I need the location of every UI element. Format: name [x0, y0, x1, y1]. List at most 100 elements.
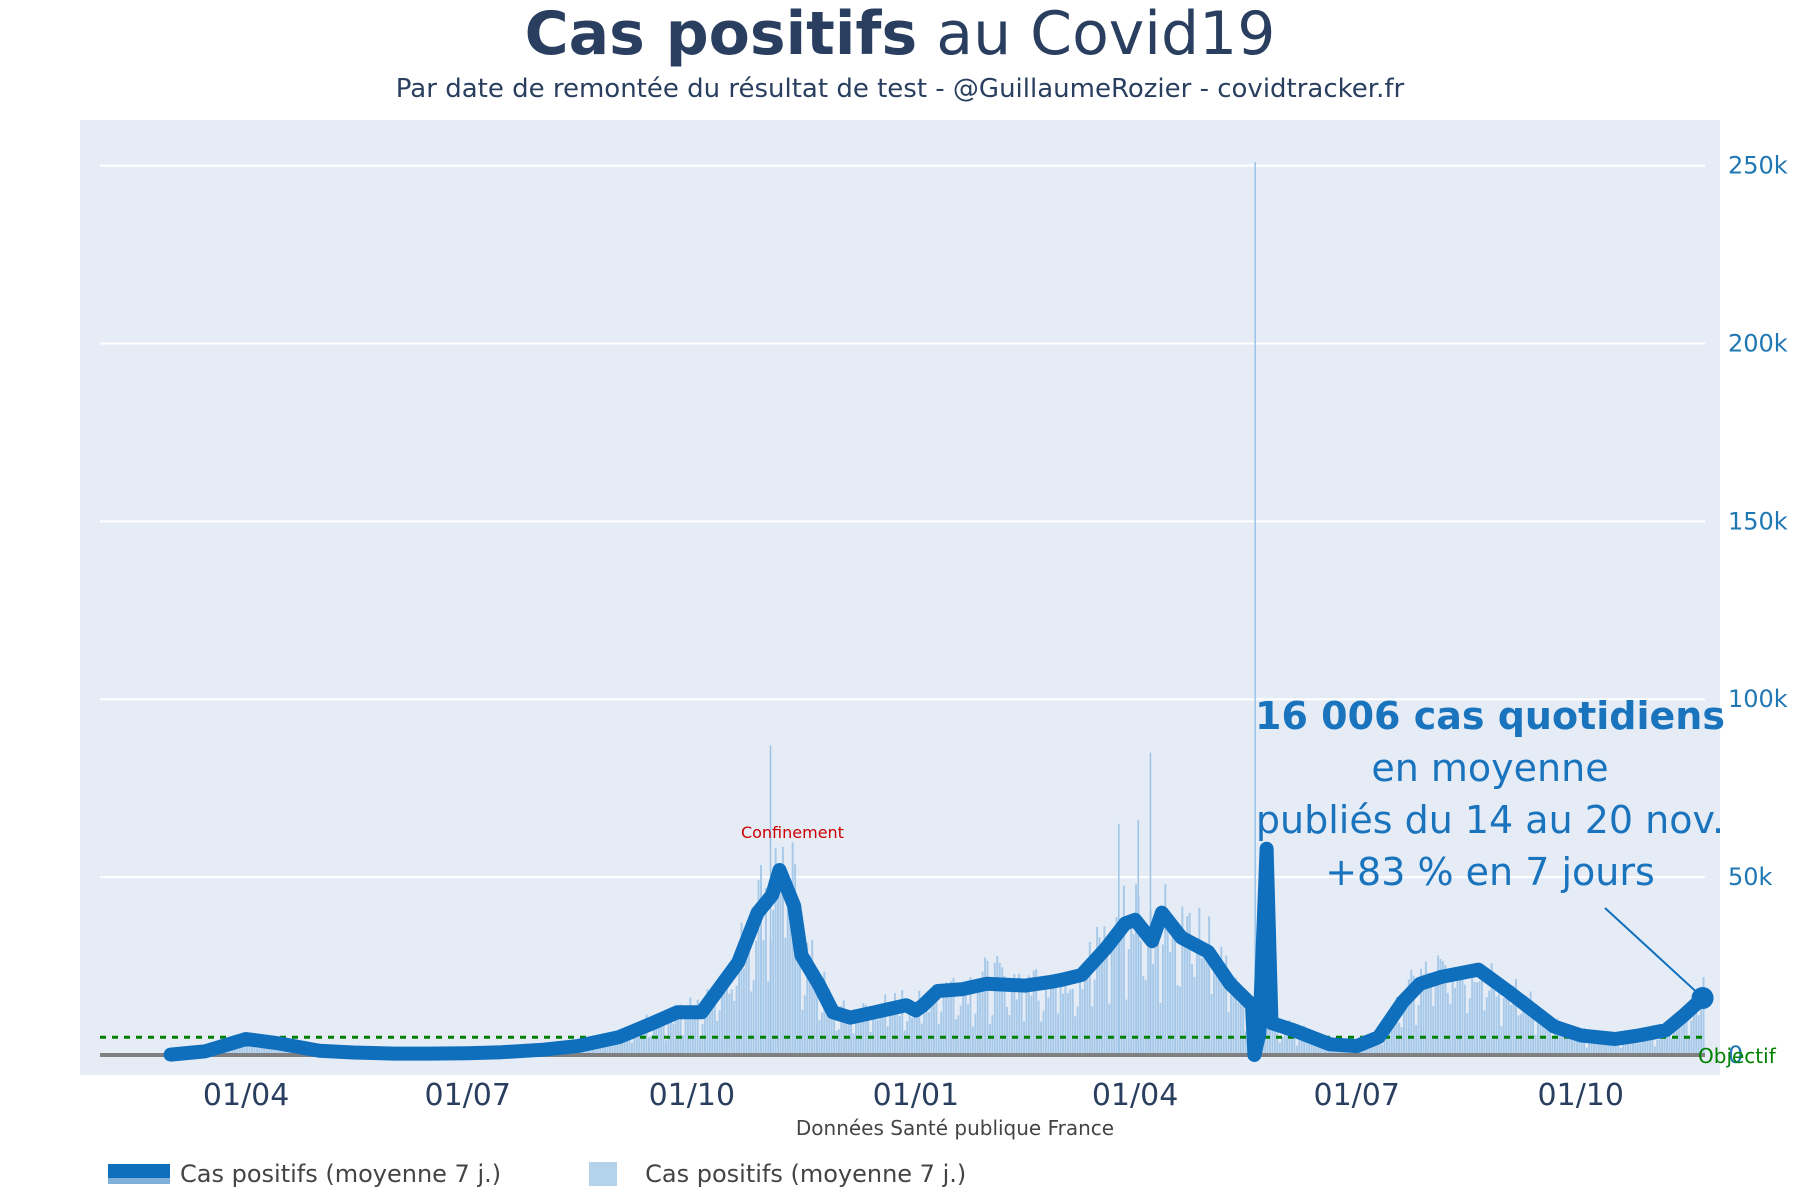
- daily-bar: [660, 1016, 663, 1055]
- daily-bar: [908, 1010, 911, 1055]
- daily-bar: [891, 1006, 894, 1055]
- daily-bar: [947, 997, 950, 1055]
- daily-bar: [616, 1040, 619, 1055]
- daily-bar: [1648, 1027, 1651, 1055]
- daily-bar: [918, 990, 921, 1055]
- daily-bar: [611, 1041, 614, 1055]
- daily-bar: [945, 982, 948, 1055]
- daily-bar: [806, 942, 809, 1055]
- daily-bar: [1449, 1003, 1452, 1055]
- daily-bar: [1597, 1038, 1600, 1055]
- daily-bar: [706, 989, 709, 1055]
- daily-bar: [1088, 941, 1091, 1055]
- daily-bar: [1295, 1045, 1298, 1055]
- daily-bar: [1220, 946, 1223, 1055]
- daily-bar: [772, 909, 775, 1055]
- daily-bar: [881, 1010, 884, 1055]
- daily-bar: [867, 1009, 870, 1055]
- daily-bar: [1407, 979, 1410, 1055]
- daily-bar: [1300, 1034, 1303, 1055]
- legend-item-line[interactable]: Cas positifs (moyenne 7 j.): [108, 1160, 501, 1188]
- daily-bar: [1451, 971, 1454, 1055]
- daily-bar: [1563, 1026, 1566, 1055]
- daily-bar: [1522, 997, 1525, 1055]
- daily-bar: [684, 1015, 687, 1055]
- daily-bar: [1166, 923, 1169, 1055]
- daily-bar: [1203, 954, 1206, 1055]
- daily-bar: [1678, 1020, 1681, 1055]
- daily-bar: [913, 1009, 916, 1055]
- daily-bar: [1091, 1006, 1094, 1055]
- daily-bar: [248, 1041, 251, 1055]
- daily-bar: [1488, 990, 1491, 1055]
- daily-bar: [767, 981, 770, 1055]
- daily-bar: [682, 1035, 685, 1055]
- daily-bar: [708, 995, 711, 1055]
- daily-bar: [718, 1010, 721, 1055]
- daily-bar: [1181, 906, 1184, 1055]
- daily-bar: [937, 1023, 940, 1055]
- daily-bar: [952, 977, 955, 1055]
- daily-bar: [1127, 949, 1130, 1055]
- daily-bar: [964, 985, 967, 1055]
- x-tick-label: 01/10: [1538, 1078, 1624, 1113]
- x-tick-label: 01/04: [1092, 1078, 1178, 1113]
- spike-bar: [1254, 162, 1256, 1055]
- daily-bar: [1193, 976, 1196, 1055]
- daily-bar: [721, 984, 724, 1055]
- title-rest: au Covid19: [917, 0, 1276, 69]
- daily-bar: [1471, 978, 1474, 1055]
- daily-bar: [1125, 999, 1128, 1055]
- daily-bar: [1032, 970, 1035, 1055]
- daily-bar: [1454, 988, 1457, 1055]
- daily-bar: [1195, 951, 1198, 1055]
- legend-item-bar[interactable]: Cas positifs (moyenne 7 j.): [589, 1160, 966, 1188]
- daily-bar: [818, 1020, 821, 1055]
- daily-bar: [1473, 982, 1476, 1055]
- annotation-arrow: [1604, 907, 1698, 993]
- daily-bar: [1605, 1043, 1608, 1055]
- daily-bar: [1093, 979, 1096, 1055]
- daily-bar: [713, 1003, 716, 1055]
- daily-bar: [981, 971, 984, 1055]
- daily-bar: [1057, 1013, 1060, 1055]
- x-tick-label: 01/07: [425, 1078, 511, 1113]
- daily-bar: [1529, 991, 1532, 1055]
- daily-bar: [1434, 985, 1437, 1055]
- daily-bar: [1144, 980, 1147, 1055]
- daily-bar: [1113, 948, 1116, 1055]
- daily-bar: [747, 949, 750, 1055]
- daily-bar: [1008, 1015, 1011, 1055]
- daily-bar: [1656, 1039, 1659, 1055]
- daily-bar: [1658, 1027, 1661, 1055]
- daily-bar: [845, 1010, 848, 1055]
- daily-bar: [1069, 989, 1072, 1055]
- daily-bar: [764, 888, 767, 1055]
- chart-title: Cas positifs au Covid19: [0, 0, 1800, 68]
- daily-bar: [993, 962, 996, 1055]
- daily-bar: [1139, 940, 1142, 1055]
- daily-bar: [1059, 979, 1062, 1055]
- daily-bar: [1412, 975, 1415, 1055]
- daily-bar: [1602, 1043, 1605, 1055]
- daily-bar: [1390, 1022, 1393, 1055]
- daily-bar: [1286, 1021, 1289, 1055]
- daily-bar: [662, 1020, 665, 1055]
- daily-bar: [1532, 1005, 1535, 1055]
- daily-bar: [630, 1042, 633, 1055]
- daily-bar: [1003, 975, 1006, 1055]
- daily-bar: [1524, 995, 1527, 1055]
- daily-bar: [740, 922, 743, 1055]
- daily-bar: [655, 1026, 658, 1055]
- daily-bar: [1132, 933, 1135, 1055]
- line-series: [163, 841, 1714, 1062]
- daily-bar: [874, 1012, 877, 1055]
- daily-bar: [1400, 1027, 1403, 1055]
- daily-bar: [820, 1012, 823, 1055]
- daily-bar: [1186, 916, 1189, 1055]
- daily-bar: [1687, 1035, 1690, 1055]
- daily-bar: [609, 1038, 611, 1055]
- daily-bar: [1424, 961, 1427, 1055]
- daily-bar: [1234, 977, 1237, 1055]
